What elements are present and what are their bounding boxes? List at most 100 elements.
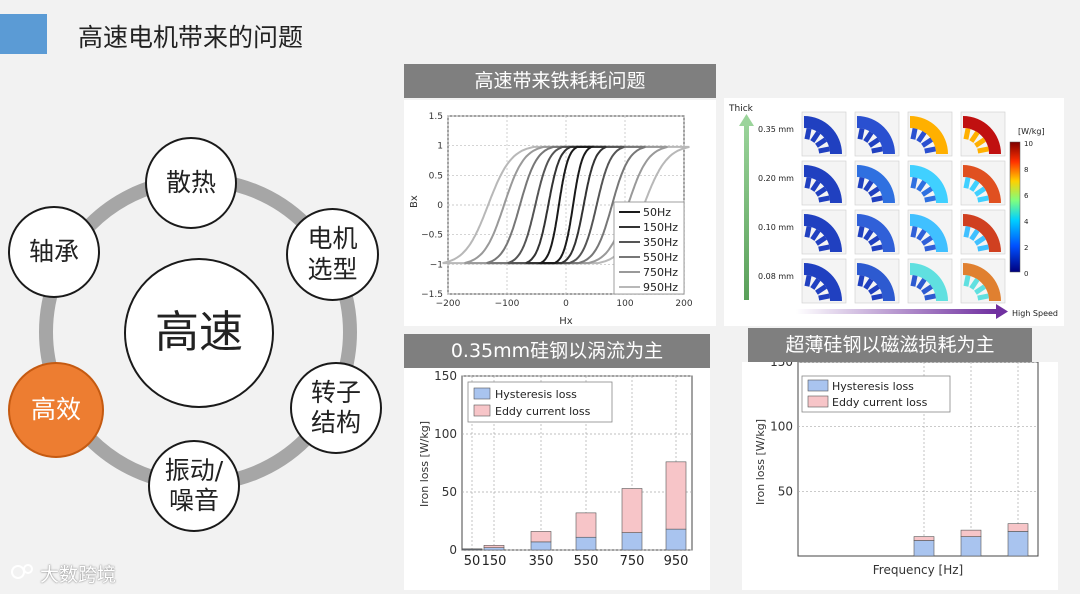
bar-segment-hysteresis	[530, 541, 552, 551]
diagram-center-node: 高速	[124, 258, 274, 408]
diagram-center-label: 高速	[155, 307, 243, 359]
heatmap-scale-tick: 6	[1024, 192, 1029, 200]
bar-xtick: 350	[529, 554, 554, 569]
bar-segment-hysteresis	[1007, 531, 1029, 557]
bar-segment-eddy	[1007, 523, 1029, 532]
heatmap-scale-tick: 10	[1024, 140, 1033, 148]
bar-segment-hysteresis	[483, 547, 505, 551]
diagram-node-bearing-label: 轴承	[28, 236, 79, 266]
heatmap-cell	[854, 258, 900, 304]
bar1-legend-swatch-eddy	[473, 404, 491, 417]
heatmap-scale-tick: 4	[1024, 218, 1029, 226]
heatmap-cell	[960, 209, 1006, 255]
bar-chart-2: 150 100 50 Iron loss [W/kg] Frequency [Hz]…	[754, 355, 1039, 577]
heatmap-cell	[854, 111, 900, 157]
heatmap-thick-arrow	[744, 120, 749, 300]
header-accent-bar	[0, 14, 47, 54]
heatmap-speed-arrow	[796, 309, 996, 314]
diagram-node-efficiency: 高效	[8, 362, 104, 458]
heatmap-cell	[960, 160, 1006, 206]
bar1-legend-hysteresis: Hysteresis loss	[495, 388, 577, 401]
diagram-node-rotor-line-1: 转子	[310, 377, 361, 407]
bh-xlabel: Hx	[559, 316, 573, 326]
heatmap-row-label: 0.08 mm	[758, 272, 794, 281]
bh-curve-150Hz	[525, 145, 607, 265]
bh-ytick: −1.5	[421, 290, 443, 300]
diagram-node-rotor-line-2: 结构	[310, 408, 361, 437]
bar-xtick: 550	[574, 554, 599, 569]
diagram-node-vibration-label: 振动/ 噪音	[165, 456, 223, 517]
heatmap-cell	[907, 258, 953, 304]
bh-ylabel: Bx	[409, 195, 420, 208]
bh-chart: 1.5 1 0.5 0 −0.5 −1 −1.5 −200 −100 0 100 200 Bx Hx…	[409, 112, 693, 327]
bh-legend	[613, 201, 685, 295]
bh-legend-150Hz: 150Hz	[643, 221, 678, 234]
bar-segment-eddy	[483, 545, 505, 548]
bh-ytick: −0.5	[421, 231, 443, 241]
diagram-node-heat-label: 散热	[165, 167, 216, 197]
page-title: 高速电机带来的问题	[78, 23, 304, 52]
bar-segment-eddy	[575, 512, 597, 538]
bh-legend-50Hz: 50Hz	[643, 206, 671, 219]
bar2-legend-swatch-eddy	[807, 395, 829, 408]
bar-ytick: 100	[434, 427, 457, 441]
bar1-ylabel: Iron loss [W/kg]	[418, 421, 431, 507]
caption-iron-loss: 高速带来铁耗耗问题	[404, 64, 716, 98]
bar-ytick: 50	[442, 485, 457, 499]
bar-segment-hysteresis	[960, 536, 982, 557]
heatmap-cell	[907, 209, 953, 255]
heatmap-unit-label: [W/kg]	[1018, 127, 1045, 136]
heatmap-cell	[907, 160, 953, 206]
bar-chart-1-panel: 150 100 50 0 50 150 350 550 750 950 Iron loss [W…	[404, 368, 710, 590]
diagram-node-efficiency-label: 高效	[30, 394, 81, 424]
bar-segment-hysteresis	[575, 536, 597, 551]
bar2-legend-eddy: Eddy current loss	[832, 396, 928, 409]
bar-segment-eddy	[960, 529, 982, 537]
heatmap-cell	[960, 111, 1006, 157]
bar2-xlabel: Frequency [Hz]	[873, 563, 964, 577]
bar-ytick: 150	[434, 369, 457, 383]
bh-xtick: 0	[563, 299, 569, 309]
bh-legend-750Hz: 750Hz	[643, 266, 678, 279]
bar1-legend-eddy: Eddy current loss	[495, 405, 591, 418]
bar-chart-2-panel: 150 100 50 Iron loss [W/kg] Frequency [Hz]…	[742, 355, 1058, 590]
bh-xtick: −200	[436, 299, 461, 309]
bh-legend-350Hz: 350Hz	[643, 236, 678, 249]
bar-segment-eddy	[665, 461, 687, 530]
bar-xtick: 150	[482, 554, 507, 569]
bar-segment-hysteresis	[665, 528, 687, 551]
heatmap-scale-tick: 2	[1024, 244, 1028, 252]
caption-thin: 超薄硅钢以磁滋损耗为主	[748, 328, 1032, 362]
bar-segment-eddy	[913, 536, 935, 541]
heatmap-cell	[801, 258, 847, 304]
heatmap-speed-arrowhead	[996, 304, 1008, 319]
bar-segment-eddy	[530, 531, 552, 543]
bar-segment-hysteresis	[621, 532, 643, 551]
diagram-node-vibration-line-1: 振动/	[164, 455, 224, 485]
bh-chart-panel: 1.5 1 0.5 0 −0.5 −1 −1.5 −200 −100 0 100 200 Bx Hx…	[404, 100, 716, 327]
heatmap-cell	[854, 160, 900, 206]
diagram-node-motor: 电机 选型	[286, 208, 379, 301]
bar-xtick: 950	[664, 554, 689, 569]
watermark-text: 大数跨境	[40, 564, 117, 586]
bh-ytick: −1	[430, 260, 443, 270]
bh-ytick: 1.5	[429, 112, 443, 122]
heatmap-scale-tick: 0	[1024, 270, 1028, 278]
bar-xtick: 50	[464, 554, 481, 569]
bar-ytick: 100	[770, 420, 793, 434]
bh-ytick: 0	[437, 201, 443, 211]
heatmap-cell	[854, 209, 900, 255]
bh-xtick: −100	[495, 299, 520, 309]
bar-xtick: 750	[620, 554, 645, 569]
diagram-node-vibration: 振动/ 噪音	[148, 440, 240, 532]
heatmap-row-label: 0.10 mm	[758, 223, 794, 232]
bar2-ylabel: Iron loss [W/kg]	[754, 419, 767, 505]
heatmap-cell	[801, 160, 847, 206]
heatmap-thick-arrowhead	[739, 114, 754, 126]
diagram-node-rotor-label: 转子 结构	[311, 378, 361, 439]
bar-ytick: 150	[770, 362, 793, 369]
heatmap-row-label: 0.35 mm	[758, 125, 794, 134]
diagram-node-heat: 散热	[145, 137, 237, 229]
caption-eddy: 0.35mm硅钢以涡流为主	[404, 334, 710, 368]
heatmap-colorbar	[1009, 141, 1021, 273]
